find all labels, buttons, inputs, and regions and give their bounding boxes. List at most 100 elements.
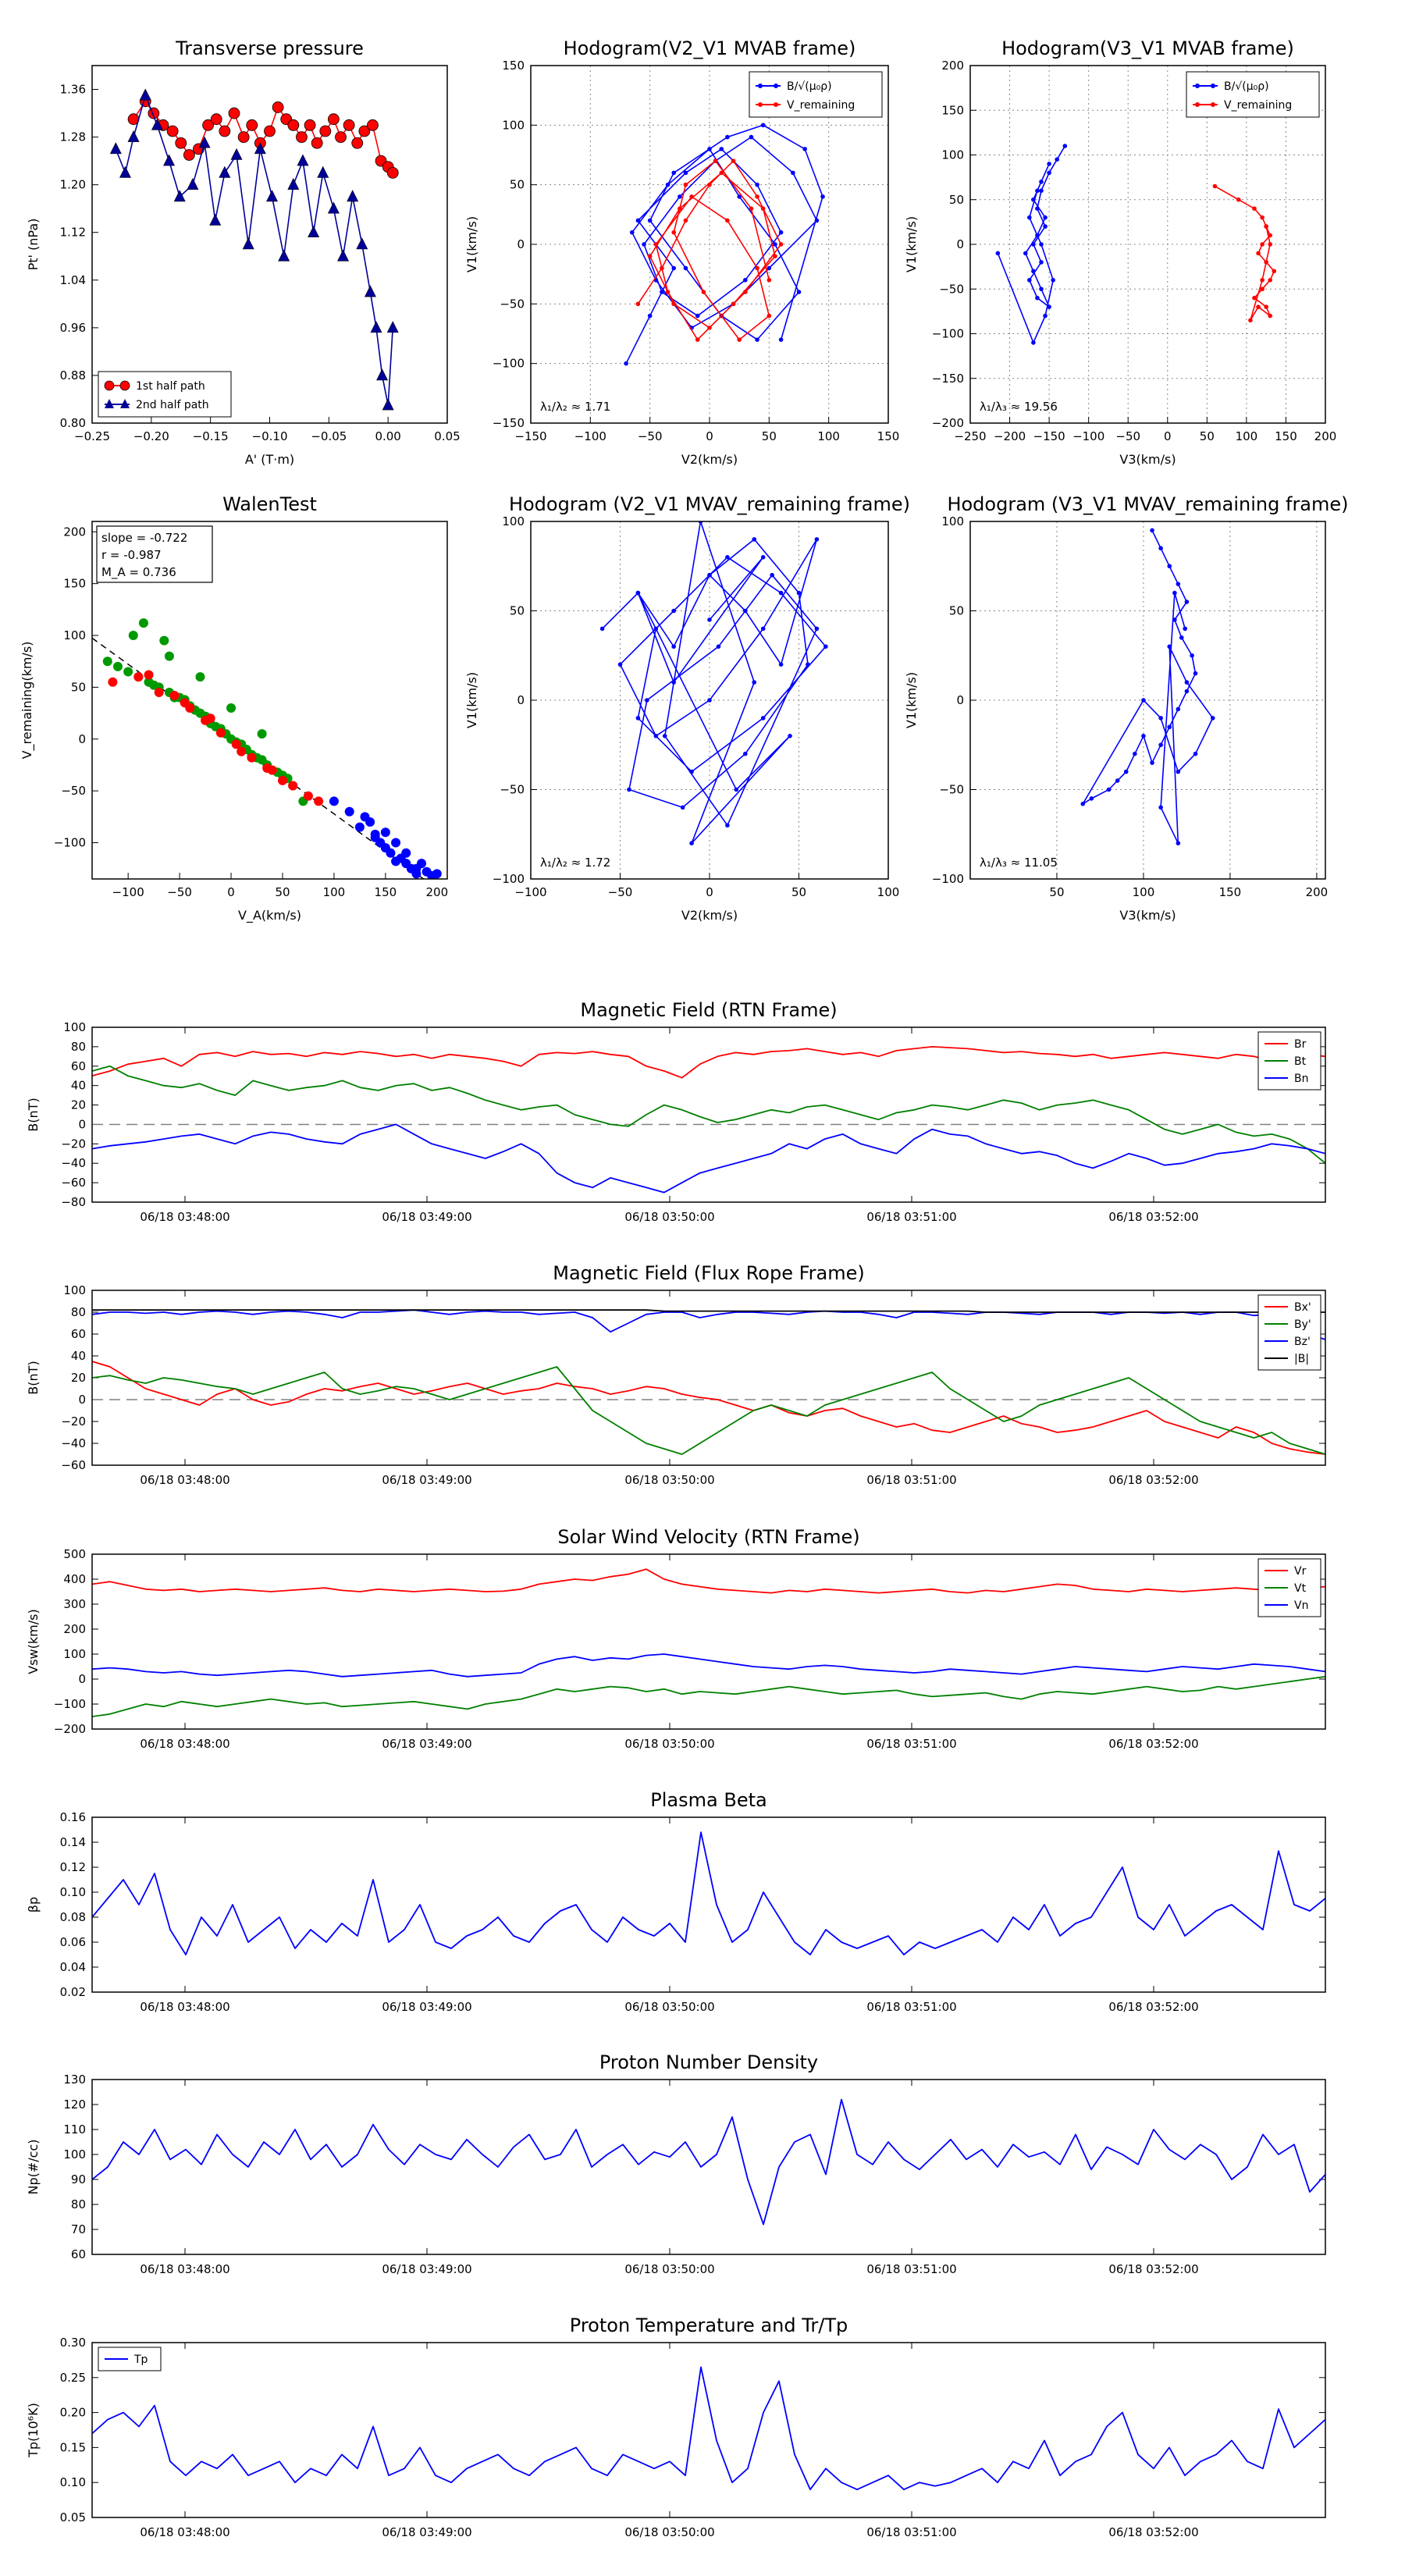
scatter-point — [195, 672, 205, 682]
data-point — [1051, 278, 1055, 283]
data-point — [731, 158, 736, 163]
legend-box — [749, 71, 883, 118]
x-tick-label: −100 — [574, 429, 606, 443]
series-v-remaining — [635, 158, 784, 342]
series-2nd-half-path — [109, 88, 399, 411]
data-point — [219, 165, 231, 178]
data-point — [665, 290, 670, 294]
chart-title: Solar Wind Velocity (RTN Frame) — [557, 1526, 859, 1548]
y-tick-label: 50 — [949, 604, 964, 618]
data-point — [183, 149, 195, 161]
x-tick-label: −0.20 — [133, 429, 169, 443]
y-tick-label: 100 — [63, 1020, 86, 1034]
data-point — [671, 644, 676, 649]
y-tick-label: 0.30 — [60, 2336, 86, 2350]
y-tick-label: 120 — [63, 2097, 86, 2112]
y-tick-label: 100 — [63, 1283, 86, 1297]
data-point — [665, 182, 670, 187]
scatter-point — [247, 753, 257, 763]
legend-label: 1st half path — [136, 380, 205, 393]
y-tick-label: −20 — [61, 1414, 86, 1429]
y-tick-label: 1.20 — [60, 178, 86, 192]
data-point — [791, 170, 795, 176]
y-tick-label: 200 — [63, 525, 86, 539]
y-tick-label: 100 — [502, 118, 525, 132]
y-tick-label: 60 — [71, 2247, 86, 2261]
y-axis-label: Vsw(km/s) — [26, 1609, 41, 1674]
x-tick-label: −50 — [167, 885, 192, 899]
y-tick-label: 0 — [517, 237, 525, 251]
data-point — [796, 590, 802, 596]
chart-mag-fr: Magnetic Field (Flux Rope Frame) B(nT) −60… — [26, 1262, 1326, 1487]
y-tick-label: 0.10 — [60, 1885, 86, 1899]
data-point — [1035, 295, 1040, 301]
data-point — [1260, 215, 1264, 220]
data-point — [760, 716, 766, 720]
plot-frame — [91, 65, 448, 424]
x-tick-label: 0 — [706, 429, 713, 443]
data-point — [1039, 242, 1044, 247]
series-red — [108, 670, 324, 806]
data-point — [1190, 653, 1194, 658]
x-tick-label: 200 — [1314, 429, 1337, 443]
y-tick-label: 0.20 — [60, 2406, 86, 2420]
data-point — [1248, 318, 1253, 323]
data-point — [778, 662, 784, 667]
plot-area — [109, 88, 399, 411]
data-point — [1260, 278, 1264, 283]
chart-title: Proton Temperature and Tr/Tp — [570, 2314, 848, 2336]
plot-frame — [91, 2079, 1326, 2255]
data-point — [1158, 716, 1163, 720]
data-point — [297, 154, 309, 166]
y-axis-label: B(nT) — [26, 1098, 41, 1131]
data-point — [370, 321, 382, 333]
data-point — [1176, 706, 1181, 712]
data-point — [1027, 215, 1032, 220]
data-point — [304, 119, 316, 131]
data-point — [770, 572, 774, 578]
data-point — [1031, 242, 1036, 247]
x-tick-label: −50 — [638, 429, 663, 443]
data-point — [1031, 197, 1036, 202]
data-point — [1035, 188, 1040, 194]
time-tick-label: 06/18 03:50:00 — [624, 1737, 714, 1751]
data-point — [716, 644, 721, 649]
r-label: r = -0.987 — [101, 548, 162, 562]
y-tick-label: 0.10 — [60, 2475, 86, 2489]
data-point — [778, 590, 784, 596]
data-point — [1268, 242, 1273, 247]
data-point — [814, 626, 820, 632]
x-tick-label: −100 — [112, 885, 144, 899]
data-point — [1031, 269, 1036, 274]
plot-background — [92, 1290, 1325, 1465]
y-tick-label: 0.96 — [60, 321, 86, 335]
legend: B/√(μ₀ρ) V_remaining — [749, 71, 883, 118]
data-point — [1158, 742, 1163, 748]
data-point — [1264, 304, 1268, 309]
data-point — [796, 290, 802, 294]
plot-area — [1080, 528, 1215, 845]
series-b- — [624, 123, 825, 366]
data-point — [749, 134, 754, 140]
eigenvalue-ratio-label: λ₁/λ₃ ≈ 11.05 — [980, 856, 1058, 870]
data-point — [228, 107, 240, 119]
data-point — [680, 805, 685, 810]
scatter-point — [102, 656, 112, 667]
y-tick-label: −80 — [61, 1195, 86, 1209]
data-point — [1158, 805, 1163, 810]
data-point — [386, 166, 399, 179]
data-point — [1039, 180, 1044, 184]
legend-marker — [758, 102, 763, 107]
legend-marker — [1211, 84, 1215, 88]
y-tick-label: 100 — [502, 514, 525, 528]
scatter-point — [288, 781, 298, 791]
y-tick-label: 300 — [63, 1597, 86, 1611]
data-point — [671, 170, 676, 176]
y-tick-label: 150 — [63, 577, 86, 591]
data-point — [1184, 600, 1190, 604]
y-tick-label: −100 — [932, 872, 964, 886]
data-point — [755, 194, 759, 199]
scatter-point — [112, 661, 123, 671]
y-tick-label: 130 — [63, 2073, 86, 2087]
chart-title: Plasma Beta — [650, 1789, 767, 1811]
